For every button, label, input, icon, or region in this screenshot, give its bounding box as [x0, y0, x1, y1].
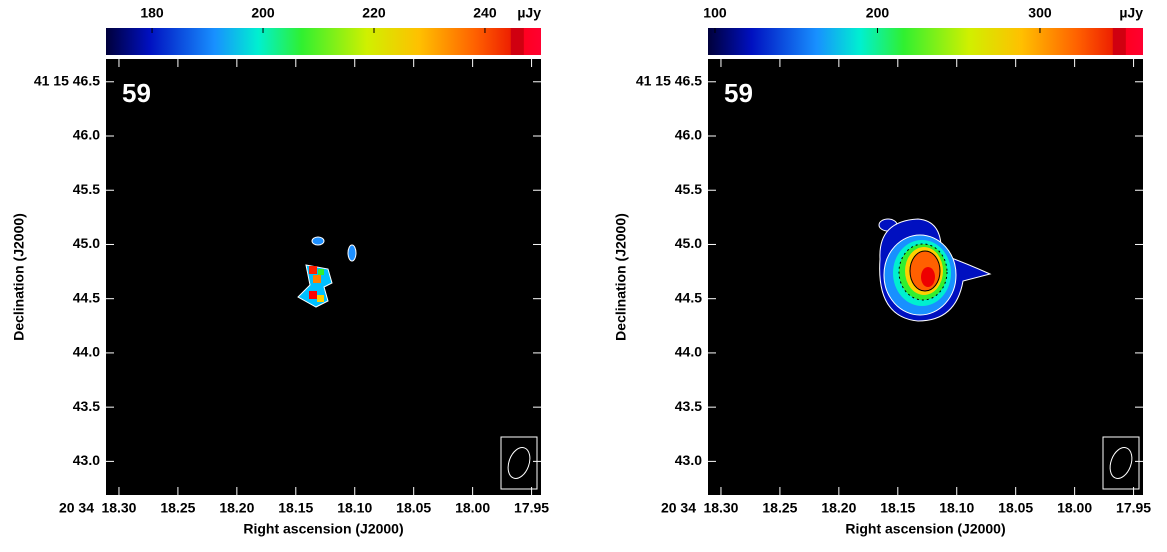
y-tick-label: 43.0 [73, 452, 100, 468]
y-tick-label: 44.0 [675, 344, 702, 360]
emission-region [313, 275, 321, 283]
panel-label: 59 [724, 78, 753, 108]
colorbar-tick-label: 220 [362, 5, 386, 21]
emission-region [317, 295, 324, 302]
emission-region [347, 244, 357, 262]
x-tick-label: 18.00 [455, 500, 490, 516]
y-tick-label: 46.0 [675, 127, 702, 143]
x-tick-label: 18.05 [396, 500, 431, 516]
y-tick-label: 44.5 [73, 289, 100, 305]
beam [507, 447, 531, 479]
y-axis-title: Declination (J2000) [613, 213, 629, 341]
x-tick-label: 18.10 [337, 500, 372, 516]
x-tick-label: 18.30 [703, 500, 738, 516]
y-axis-title: Declination (J2000) [11, 213, 27, 341]
emission-region [311, 236, 325, 246]
emission [878, 218, 992, 322]
y-tick-label: 43.5 [73, 398, 100, 414]
emission-region [309, 266, 317, 274]
beam [1109, 447, 1133, 479]
colorbar-tick-label: 300 [1028, 5, 1052, 21]
panel: 59 18.30 18.25 18.20 18.15 18.10 18.05 18.00 17.… [11, 5, 550, 537]
emission-region [318, 269, 324, 275]
x-axis-title: Right ascension (J2000) [845, 521, 1005, 537]
x-tick-label: 18.20 [821, 500, 856, 516]
beam-box [1102, 436, 1140, 490]
colorbar-tick-label: 200 [866, 5, 890, 21]
x-tick-label: 17.95 [514, 500, 549, 516]
x-axis-title: Right ascension (J2000) [243, 521, 403, 537]
emission-region [921, 267, 935, 287]
colorbar-unit: µJy [517, 5, 541, 21]
emission-region [309, 291, 317, 299]
y-tick-label: 46.0 [73, 127, 100, 143]
colorbar-tick-label: 240 [473, 5, 497, 21]
beam-box [500, 436, 538, 490]
colorbar-unit: µJy [1119, 5, 1143, 21]
x-tick-label: 18.25 [160, 500, 195, 516]
emission [297, 236, 357, 308]
colorbar-tick-label: 180 [140, 5, 164, 21]
x-tick-label: 18.15 [880, 500, 915, 516]
colorbar-tick-label: 200 [251, 5, 275, 21]
y-tick-label: 44.0 [73, 344, 100, 360]
colorbar [708, 28, 1143, 55]
x-tick-label: 18.15 [278, 500, 313, 516]
panel: 59 18.30 18.25 18.20 18.15 18.10 18.05 18.00 17.… [613, 5, 1152, 537]
y-tick-label: 45.0 [73, 235, 100, 251]
y-tick-label: 41 15 46.5 [34, 72, 100, 88]
x-tick-label: 18.30 [101, 500, 136, 516]
x-tick-label: 18.05 [998, 500, 1033, 516]
colorbar [106, 28, 541, 55]
x-tick-label: 18.20 [219, 500, 254, 516]
x-prefix: 20 34 [661, 500, 696, 516]
x-prefix: 20 34 [59, 500, 94, 516]
panel-label: 59 [122, 78, 151, 108]
y-tick-label: 45.5 [73, 181, 100, 197]
y-tick-label: 43.5 [675, 398, 702, 414]
x-tick-label: 17.95 [1116, 500, 1151, 516]
y-tick-label: 45.0 [675, 235, 702, 251]
y-tick-label: 43.0 [675, 452, 702, 468]
colorbar-tick-label: 100 [703, 5, 727, 21]
x-tick-label: 18.00 [1057, 500, 1092, 516]
y-tick-label: 44.5 [675, 289, 702, 305]
x-tick-label: 18.25 [762, 500, 797, 516]
x-tick-label: 18.10 [939, 500, 974, 516]
y-tick-label: 41 15 46.5 [636, 72, 702, 88]
y-tick-label: 45.5 [675, 181, 702, 197]
